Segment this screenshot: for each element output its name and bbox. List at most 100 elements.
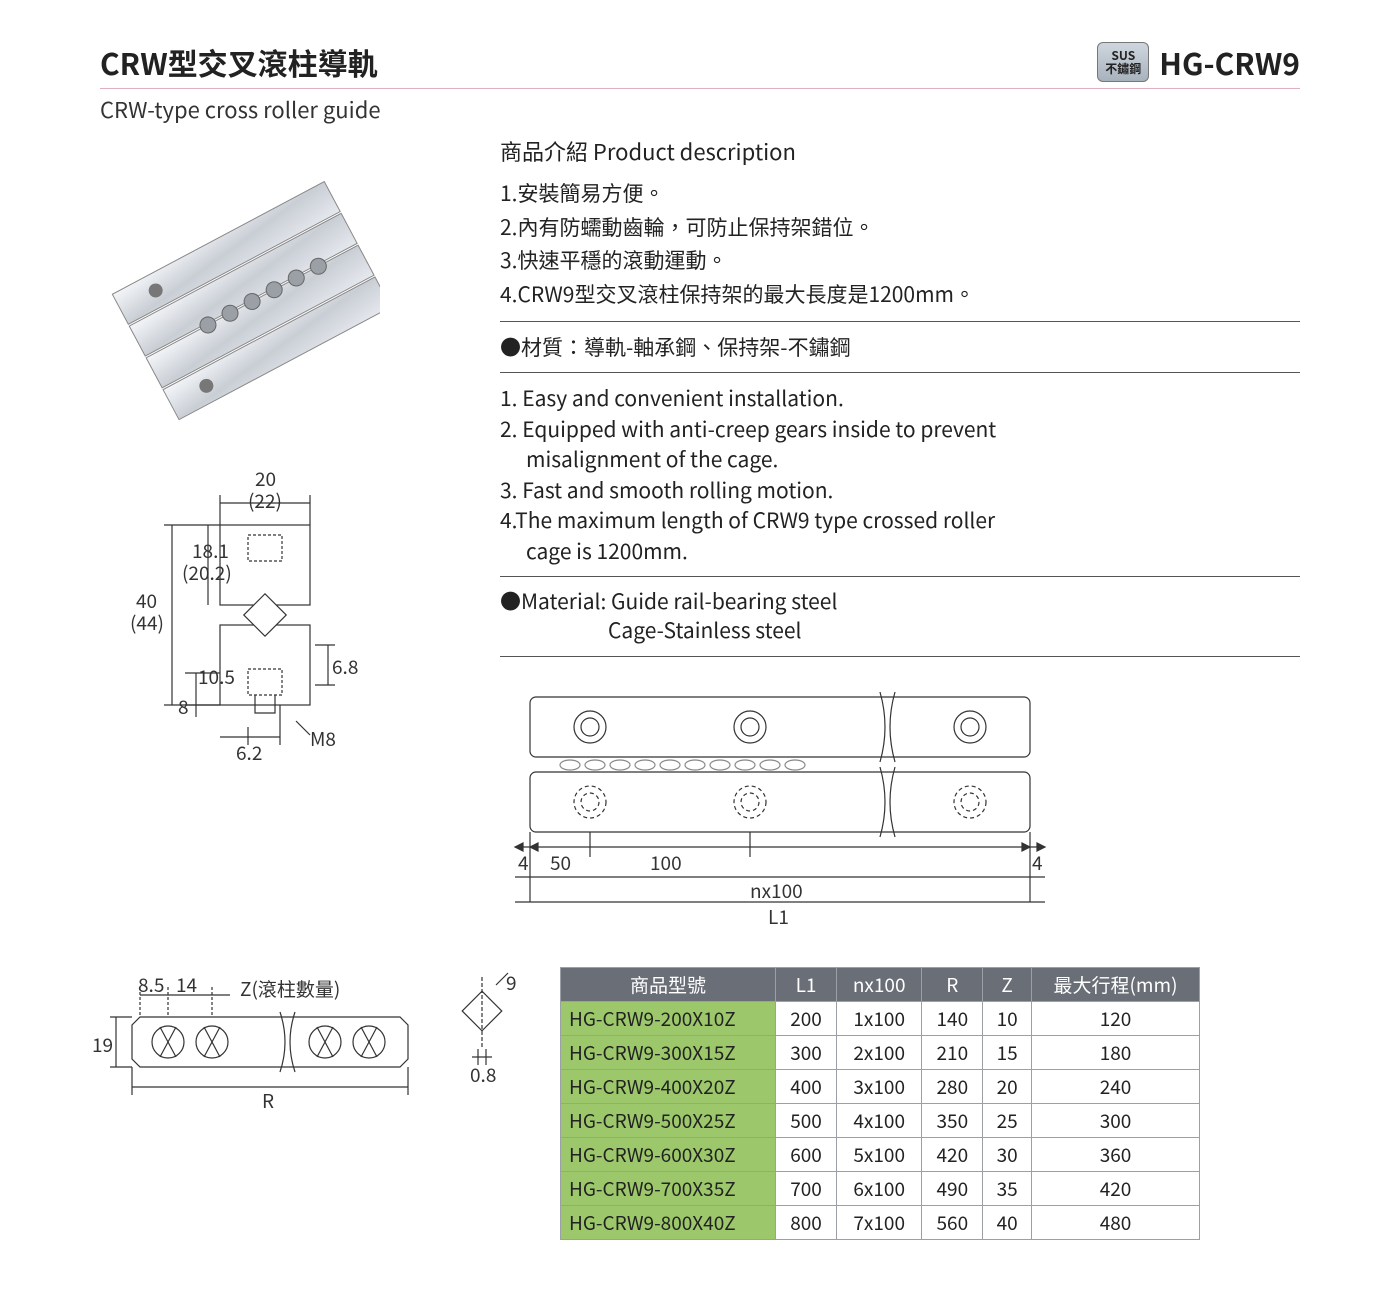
roller-diagram: 9 0.8: [450, 967, 520, 1087]
th-stroke: 最大行程(mm): [1032, 967, 1200, 1001]
table-row: HG-CRW9-500X25Z5004x10035025300: [561, 1103, 1200, 1137]
sus-badge: SUS 不鏽鋼: [1097, 42, 1149, 82]
cell-stroke: 360: [1032, 1137, 1200, 1171]
cell-nx: 1x100: [837, 1001, 922, 1035]
table-row: HG-CRW9-400X20Z4003x10028020240: [561, 1069, 1200, 1103]
cell-model: HG-CRW9-800X40Z: [561, 1205, 776, 1239]
desc-heading: 商品介紹 Product description: [500, 135, 1300, 167]
dim-62: 6.2: [236, 739, 262, 766]
cell-z: 30: [983, 1137, 1032, 1171]
dim-zlabel: Z(滾柱數量): [240, 975, 340, 1002]
table-row: HG-CRW9-800X40Z8007x10056040480: [561, 1205, 1200, 1239]
cn-desc-2: 2.內有防蠕動齒輪，可防止保持架錯位。: [500, 211, 1300, 245]
th-nx100: nx100: [837, 967, 922, 1001]
dim-8: 8: [178, 693, 189, 720]
table-row: HG-CRW9-700X35Z7006x10049035420: [561, 1171, 1200, 1205]
cell-nx: 2x100: [837, 1035, 922, 1069]
title-cn: CRW型交叉滾柱導軌: [100, 40, 378, 84]
table-row: HG-CRW9-300X15Z3002x10021015180: [561, 1035, 1200, 1069]
cell-z: 15: [983, 1035, 1032, 1069]
cell-l1: 400: [776, 1069, 837, 1103]
en-desc-3: 3. Fast and smooth rolling motion.: [500, 475, 1300, 505]
divider: [500, 576, 1300, 577]
dim-22: (22): [248, 487, 282, 514]
subtitle-en: CRW-type cross roller guide: [100, 93, 1300, 125]
cell-model: HG-CRW9-400X20Z: [561, 1069, 776, 1103]
divider: [500, 656, 1300, 657]
cn-desc-list: 1.安裝簡易方便。 2.內有防蠕動齒輪，可防止保持架錯位。 3.快速平穩的滾動運…: [500, 177, 1300, 311]
cell-nx: 3x100: [837, 1069, 922, 1103]
title-prefix: CRW: [100, 40, 168, 84]
cell-r: 560: [922, 1205, 983, 1239]
cell-nx: 4x100: [837, 1103, 922, 1137]
dim-r: R: [262, 1087, 274, 1114]
badge-bottom: 不鏽鋼: [1105, 62, 1141, 75]
cell-model: HG-CRW9-600X30Z: [561, 1137, 776, 1171]
cell-r: 490: [922, 1171, 983, 1205]
cell-l1: 600: [776, 1137, 837, 1171]
cell-r: 140: [922, 1001, 983, 1035]
cell-l1: 500: [776, 1103, 837, 1137]
model-name: HG-CRW9: [1159, 40, 1300, 84]
cell-model: HG-CRW9-500X25Z: [561, 1103, 776, 1137]
cell-z: 20: [983, 1069, 1032, 1103]
table-row: HG-CRW9-600X30Z6005x10042030360: [561, 1137, 1200, 1171]
cell-stroke: 480: [1032, 1205, 1200, 1239]
cell-z: 40: [983, 1205, 1032, 1239]
th-z: Z: [983, 967, 1032, 1001]
material-cn: ●材質：導軌-軸承鋼、保持架-不鏽鋼: [500, 332, 1300, 362]
cell-r: 420: [922, 1137, 983, 1171]
cell-r: 350: [922, 1103, 983, 1137]
cell-l1: 700: [776, 1171, 837, 1205]
spec-table: 商品型號 L1 nx100 R Z 最大行程(mm) HG-CRW9-200X1…: [560, 967, 1200, 1240]
cn-desc-1: 1.安裝簡易方便。: [500, 177, 1300, 211]
cell-model: HG-CRW9-700X35Z: [561, 1171, 776, 1205]
product-photo: [100, 165, 380, 435]
cage-diagram: 8.5 14 Z(滾柱數量) 19 R: [100, 967, 450, 1107]
table-row: HG-CRW9-200X10Z2001x10014010120: [561, 1001, 1200, 1035]
dim-4l: 4: [518, 849, 529, 876]
divider: [500, 321, 1300, 322]
divider: [500, 372, 1300, 373]
dim-202: (20.2): [182, 559, 232, 586]
cell-z: 10: [983, 1001, 1032, 1035]
cn-desc-3: 3.快速平穩的滾動運動。: [500, 244, 1300, 278]
page-header: CRW型交叉滾柱導軌 SUS 不鏽鋼 HG-CRW9: [100, 40, 1300, 89]
cell-l1: 200: [776, 1001, 837, 1035]
cell-model: HG-CRW9-300X15Z: [561, 1035, 776, 1069]
material-en: ●Material: Guide rail-bearing steel Cage…: [500, 587, 1300, 646]
dim-nx100: nx100: [750, 877, 803, 904]
cell-nx: 6x100: [837, 1171, 922, 1205]
th-l1: L1: [776, 967, 837, 1001]
dim-08: 0.8: [470, 1061, 496, 1088]
dim-14: 14: [176, 971, 197, 998]
dim-m8: M8: [310, 725, 336, 752]
cell-stroke: 180: [1032, 1035, 1200, 1069]
th-model: 商品型號: [561, 967, 776, 1001]
dim-9: 9: [506, 969, 517, 996]
cell-r: 210: [922, 1035, 983, 1069]
cell-stroke: 240: [1032, 1069, 1200, 1103]
dim-105: 10.5: [198, 663, 235, 690]
dim-4r: 4: [1032, 849, 1043, 876]
cell-l1: 800: [776, 1205, 837, 1239]
cell-stroke: 300: [1032, 1103, 1200, 1137]
dim-19: 19: [92, 1031, 113, 1058]
material-en-1: ●Material: Guide rail-bearing steel: [500, 587, 1300, 616]
top-rail-diagram: 4 50 100 4 nx100 L1: [500, 677, 1060, 937]
th-r: R: [922, 967, 983, 1001]
cell-stroke: 420: [1032, 1171, 1200, 1205]
cell-l1: 300: [776, 1035, 837, 1069]
dim-85: 8.5: [138, 971, 164, 998]
cell-stroke: 120: [1032, 1001, 1200, 1035]
cell-z: 25: [983, 1103, 1032, 1137]
en-desc-list: 1. Easy and convenient installation. 2. …: [500, 383, 1300, 566]
cell-nx: 5x100: [837, 1137, 922, 1171]
model-block: SUS 不鏽鋼 HG-CRW9: [1097, 40, 1300, 84]
en-desc-2b: misalignment of the cage.: [500, 444, 1300, 474]
cell-r: 280: [922, 1069, 983, 1103]
cn-desc-4: 4.CRW9型交叉滾柱保持架的最大長度是1200mm。: [500, 278, 1300, 312]
en-desc-1: 1. Easy and convenient installation.: [500, 383, 1300, 413]
material-en-2: Cage-Stainless steel: [500, 616, 1300, 645]
en-desc-4a: 4.The maximum length of CRW9 type crosse…: [500, 505, 1300, 535]
